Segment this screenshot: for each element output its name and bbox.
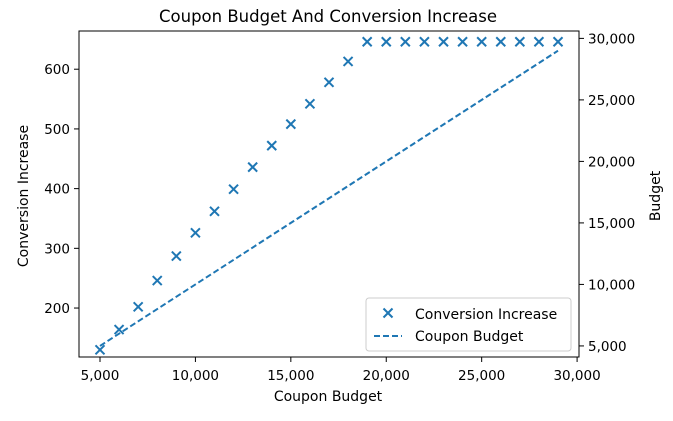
y2-tick-label: 5,000 bbox=[588, 339, 627, 355]
conversion-point bbox=[533, 36, 545, 47]
budget-line bbox=[99, 49, 559, 347]
y2-tick-label: 15,000 bbox=[588, 216, 635, 232]
conversion-point bbox=[323, 77, 335, 88]
bottom-axis-ticks: 5,000 10,000 15,000 20,000 25,000 30,000 bbox=[81, 357, 601, 384]
conversion-point bbox=[228, 184, 239, 195]
conversion-point bbox=[94, 344, 106, 356]
y2-tick-label: 30,000 bbox=[588, 31, 635, 47]
conversion-point bbox=[361, 36, 373, 47]
x-tick-label: 15,000 bbox=[267, 368, 314, 384]
legend-marker-scatter bbox=[382, 307, 394, 319]
conversion-point bbox=[438, 36, 449, 47]
conversion-point bbox=[476, 36, 487, 47]
conversion-point bbox=[113, 324, 125, 335]
conversion-point bbox=[152, 275, 163, 286]
y-tick-label: 200 bbox=[44, 301, 70, 317]
conversion-point bbox=[514, 36, 526, 47]
x-tick-label: 10,000 bbox=[172, 368, 219, 384]
conversion-point bbox=[304, 98, 316, 110]
conversion-point bbox=[400, 36, 411, 47]
conversion-point bbox=[457, 36, 468, 47]
y-axis-title: Conversion Increase bbox=[16, 125, 32, 267]
conversion-point bbox=[495, 36, 506, 47]
conversion-point bbox=[209, 206, 220, 217]
conversion-point bbox=[419, 36, 430, 47]
x-tick-label: 5,000 bbox=[81, 368, 120, 384]
y-tick-label: 300 bbox=[44, 241, 70, 257]
conversion-point bbox=[285, 118, 297, 130]
legend-label-budget: Coupon Budget bbox=[415, 329, 524, 345]
y-tick-label: 600 bbox=[44, 62, 70, 78]
x-axis-title: Coupon Budget bbox=[274, 389, 383, 405]
conversion-point bbox=[266, 140, 277, 151]
conversion-point bbox=[342, 56, 354, 67]
chart-title: Coupon Budget And Conversion Increase bbox=[159, 7, 497, 26]
conversion-point bbox=[132, 301, 144, 313]
y2-axis-title: Budget bbox=[648, 170, 664, 221]
conversion-point bbox=[552, 36, 564, 47]
legend: Conversion Increase Coupon Budget bbox=[365, 297, 572, 352]
y-tick-label: 400 bbox=[44, 182, 70, 198]
y2-tick-label: 20,000 bbox=[588, 154, 635, 170]
left-axis-ticks: 200 300 400 500 600 bbox=[44, 62, 79, 317]
y-tick-label: 500 bbox=[44, 122, 70, 138]
conversion-point bbox=[190, 227, 201, 239]
y2-tick-label: 25,000 bbox=[588, 93, 635, 109]
conversion-point bbox=[247, 161, 258, 173]
legend-box bbox=[365, 297, 572, 352]
legend-label-conversion: Conversion Increase bbox=[415, 307, 557, 323]
x-tick-label: 20,000 bbox=[363, 368, 410, 384]
conversion-point bbox=[381, 36, 392, 47]
y2-tick-label: 10,000 bbox=[588, 277, 635, 293]
x-tick-label: 30,000 bbox=[553, 368, 600, 384]
right-axis-ticks: 5,000 10,000 15,000 20,000 25,000 30,000 bbox=[579, 31, 635, 355]
conversion-point bbox=[171, 250, 182, 262]
x-tick-label: 25,000 bbox=[458, 368, 505, 384]
series-layer bbox=[94, 36, 564, 356]
